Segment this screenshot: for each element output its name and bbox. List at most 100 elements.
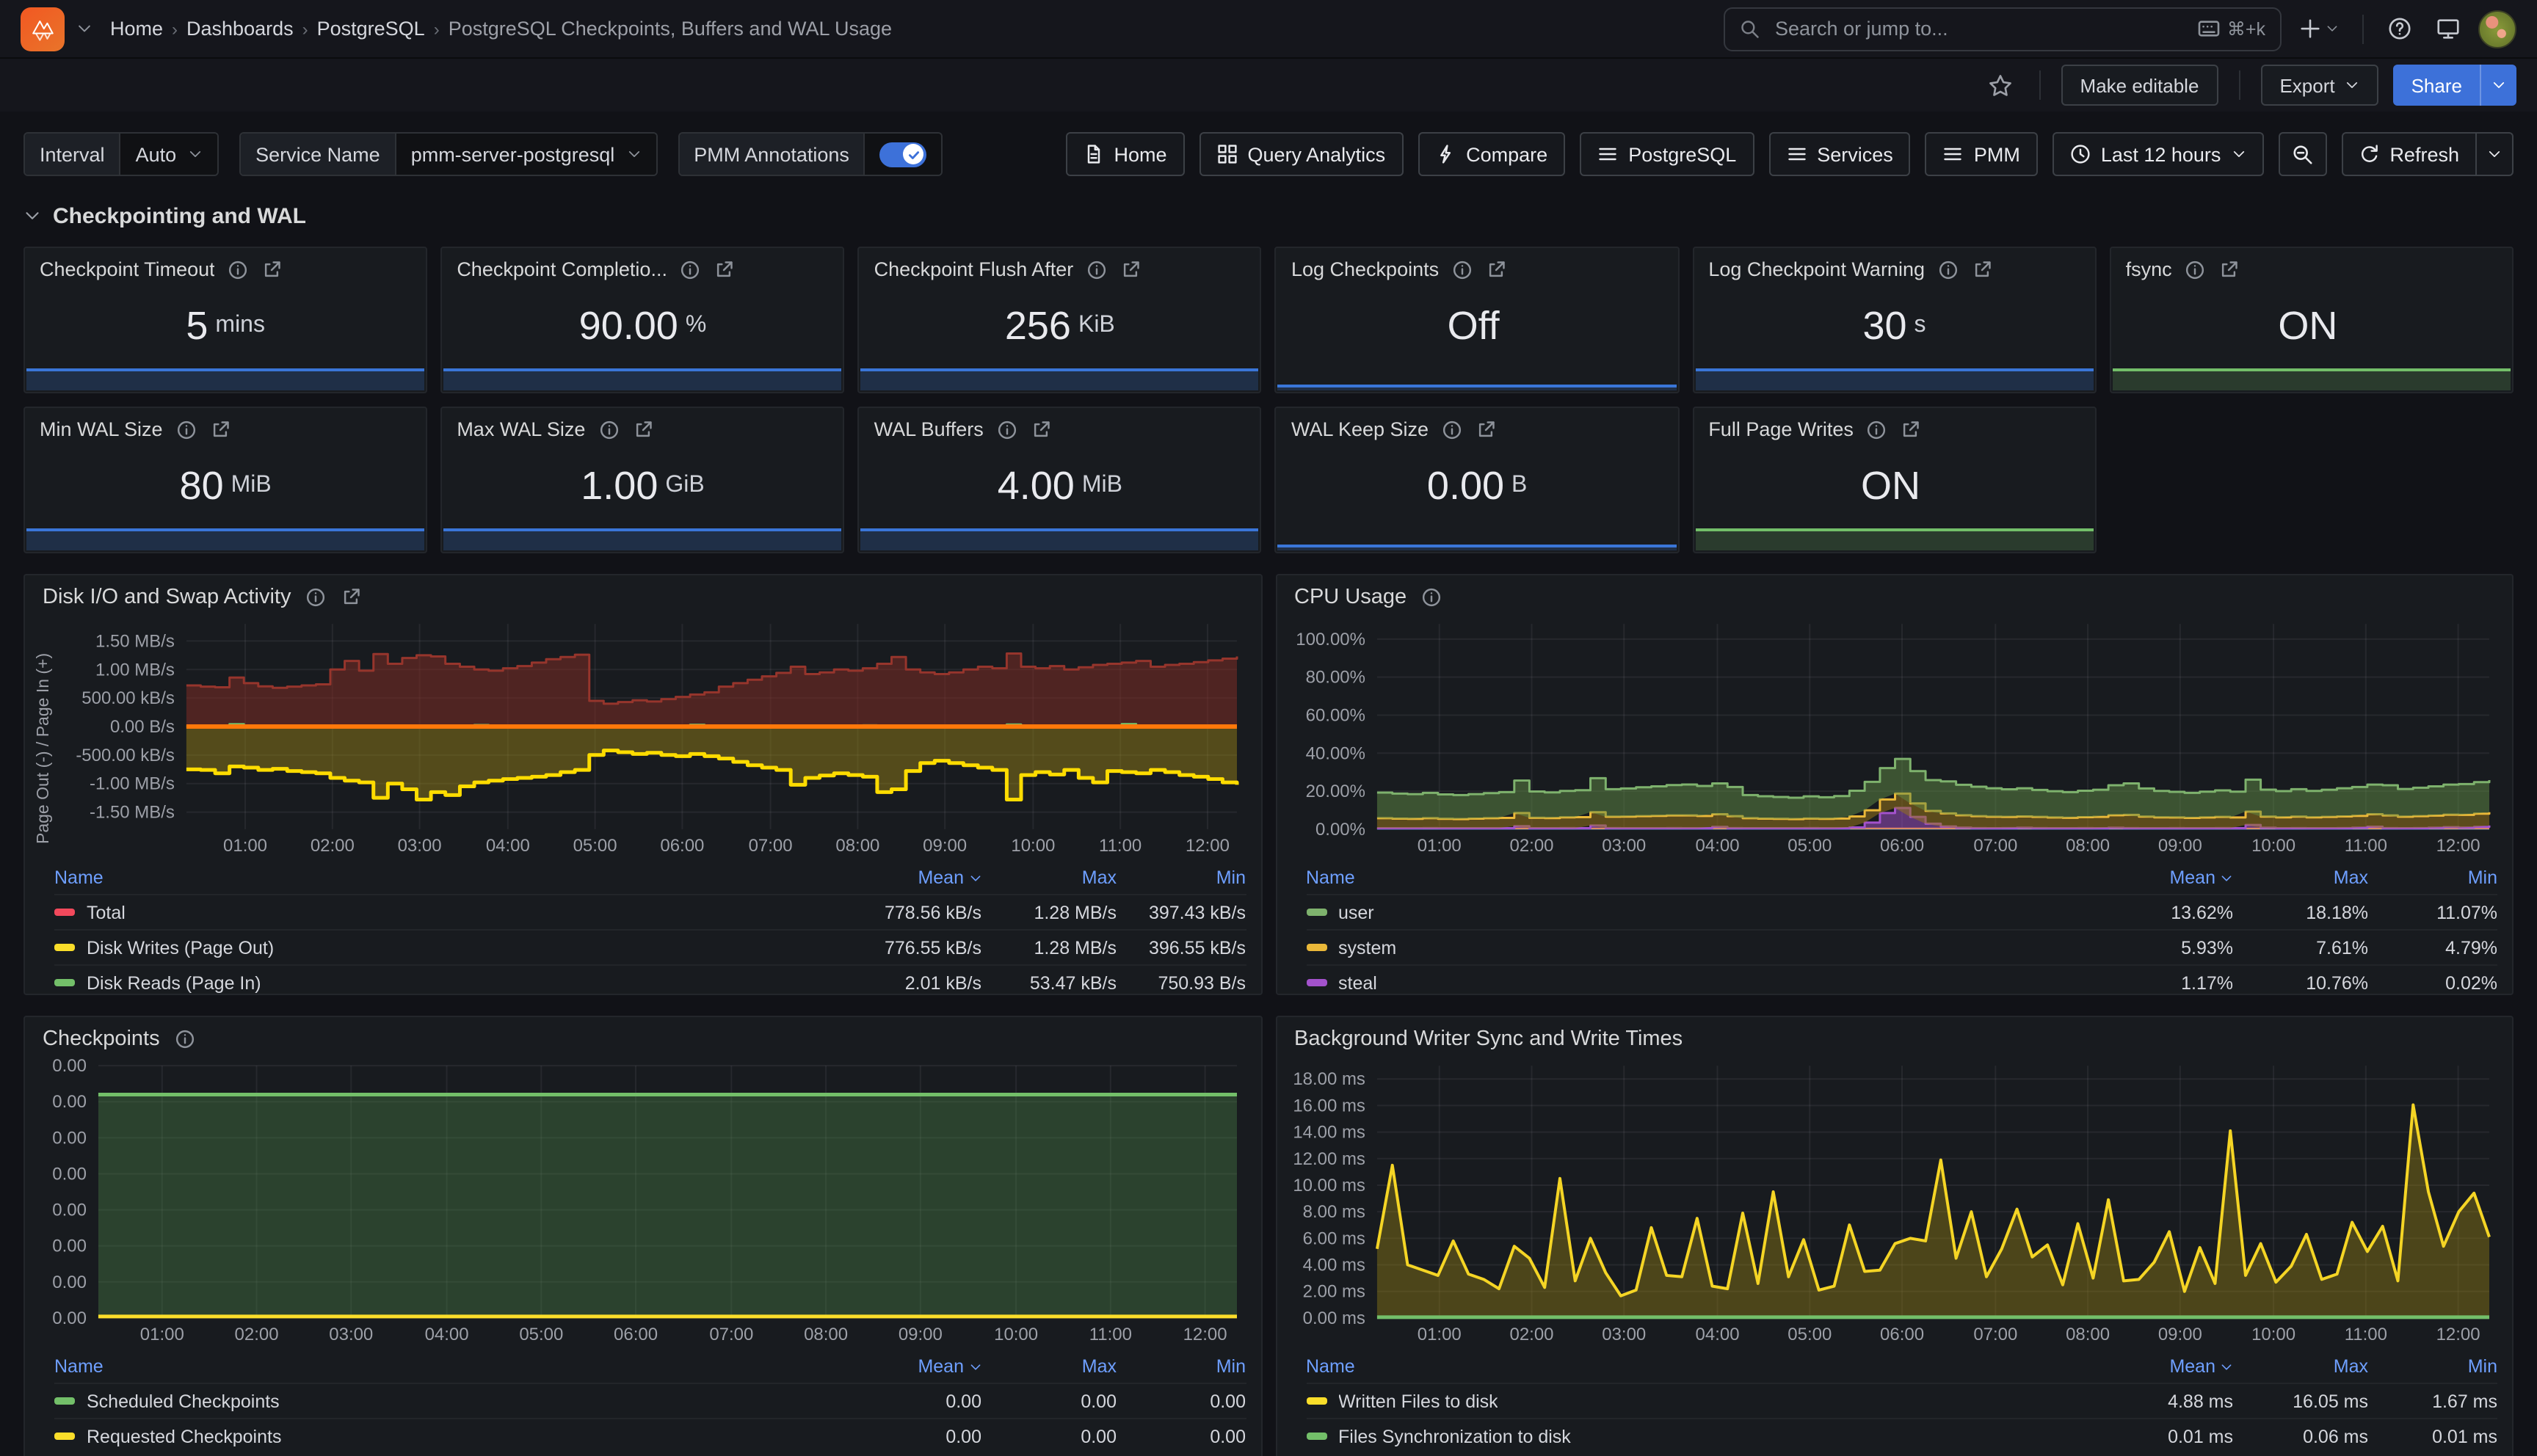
info-icon[interactable] — [1867, 419, 1887, 440]
sort-caret-icon — [970, 876, 980, 882]
info-icon[interactable] — [228, 259, 249, 280]
external-link-icon[interactable] — [632, 419, 653, 440]
external-link-icon[interactable] — [1901, 419, 1921, 440]
user-avatar[interactable] — [2478, 10, 2516, 48]
panel-title: Log Checkpoints — [1291, 258, 1440, 280]
legend-col-name[interactable]: Name — [54, 1356, 104, 1377]
legend-col-max[interactable]: Max — [2333, 1356, 2368, 1377]
info-icon[interactable] — [1938, 259, 1959, 280]
info-icon[interactable] — [305, 587, 326, 608]
stat-value: 0.00 B — [1426, 463, 1528, 507]
legend-col-max[interactable]: Max — [1081, 867, 1117, 888]
legend-col-mean[interactable]: Mean — [820, 1356, 981, 1377]
external-link-icon[interactable] — [1972, 259, 1992, 280]
external-link-icon[interactable] — [1476, 419, 1496, 440]
svg-text:0.00: 0.00 — [52, 1092, 87, 1112]
svg-text:6.00 ms: 6.00 ms — [1302, 1228, 1365, 1248]
svg-text:-1.50 MB/s: -1.50 MB/s — [90, 803, 175, 823]
svg-text:06:00: 06:00 — [660, 836, 704, 856]
breadcrumb-postgresql[interactable]: PostgreSQL — [316, 18, 425, 40]
nav-button-compare[interactable]: Compare — [1418, 132, 1566, 176]
legend-col-min[interactable]: Min — [1216, 867, 1246, 888]
svg-text:11:00: 11:00 — [1089, 1325, 1132, 1344]
legend-col-name[interactable]: Name — [1306, 867, 1355, 888]
legend-col-mean[interactable]: Mean — [820, 867, 981, 888]
svg-text:0.00: 0.00 — [52, 1273, 87, 1292]
info-icon[interactable] — [997, 419, 1017, 440]
svg-text:08:00: 08:00 — [2065, 836, 2109, 856]
section-checkpointing-and-wal[interactable]: Checkpointing and WAL — [23, 197, 2514, 235]
refresh-button[interactable]: Refresh — [2342, 134, 2475, 175]
chevron-down-icon[interactable] — [76, 21, 92, 37]
cpu-usage-chart[interactable]: 100.00% 80.00% 60.00% 40.00% 20.00% 0.00% 01:0… — [1282, 612, 2500, 859]
stat-panel-wal-keep-size: WAL Keep Size 0.00 B — [1274, 407, 1680, 553]
external-link-icon[interactable] — [1120, 259, 1141, 280]
sparkline — [2112, 368, 2511, 390]
export-button[interactable]: Export — [2260, 65, 2379, 106]
favorite-button[interactable] — [1982, 67, 2019, 103]
legend-col-min[interactable]: Min — [1216, 1356, 1246, 1377]
svg-text:1.50 MB/s: 1.50 MB/s — [95, 631, 175, 651]
nav-button-services[interactable]: Services — [1768, 132, 1911, 176]
info-icon[interactable] — [176, 419, 197, 440]
nav-button-query-analytics[interactable]: Query Analytics — [1199, 132, 1404, 176]
background-writer-chart[interactable]: 18.00 ms 16.00 ms 14.00 ms 12.00 ms 10.00 ms… — [1282, 1054, 2500, 1347]
zoom-out-button[interactable] — [2278, 132, 2327, 176]
share-button[interactable]: Share — [2393, 65, 2516, 106]
external-link-icon[interactable] — [714, 259, 735, 280]
series-swatch — [1306, 1397, 1326, 1405]
svg-text:0.00: 0.00 — [52, 1308, 87, 1328]
kiosk-mode-button[interactable] — [2430, 10, 2467, 47]
search-input[interactable] — [1772, 16, 2186, 41]
service-name-select[interactable]: pmm-server-postgresql — [396, 134, 656, 175]
breadcrumb-dashboards[interactable]: Dashboards — [186, 18, 294, 40]
info-icon[interactable] — [175, 1029, 195, 1049]
info-icon[interactable] — [1086, 259, 1107, 280]
legend-col-max[interactable]: Max — [1081, 1356, 1117, 1377]
svg-text:18.00 ms: 18.00 ms — [1292, 1069, 1365, 1089]
help-button[interactable] — [2381, 10, 2418, 47]
legend-col-mean[interactable]: Mean — [2072, 867, 2233, 888]
add-button[interactable] — [2293, 12, 2345, 46]
pmm-logo[interactable] — [21, 7, 65, 51]
legend-row-files-synchronization: Files Synchronization to disk 0.01 ms 0.… — [1306, 1418, 2497, 1453]
interval-select[interactable]: Auto — [120, 134, 218, 175]
external-link-icon[interactable] — [2219, 259, 2240, 280]
info-icon[interactable] — [1452, 259, 1473, 280]
time-range-picker[interactable]: Last 12 hours — [2052, 132, 2264, 176]
legend-col-name[interactable]: Name — [1306, 1356, 1355, 1377]
external-link-icon[interactable] — [341, 587, 361, 608]
legend-col-max[interactable]: Max — [2333, 867, 2368, 888]
breadcrumb-home[interactable]: Home — [110, 18, 164, 40]
info-icon[interactable] — [680, 259, 701, 280]
make-editable-button[interactable]: Make editable — [2061, 65, 2218, 106]
svg-text:12.00 ms: 12.00 ms — [1292, 1149, 1365, 1169]
share-menu-toggle[interactable] — [2480, 65, 2516, 106]
external-link-icon[interactable] — [210, 419, 231, 440]
info-icon[interactable] — [1421, 587, 1442, 608]
legend-col-min[interactable]: Min — [2467, 1356, 2497, 1377]
disk-io-chart[interactable]: 1.50 MB/s 1.00 MB/s 500.00 kB/s 0.00 B/s -50… — [57, 612, 1249, 859]
zoom-out-icon — [2293, 145, 2312, 164]
breadcrumb: Home › Dashboards › PostgreSQL › Postgre… — [104, 15, 898, 43]
check-icon — [908, 150, 919, 159]
nav-button-postgresql[interactable]: PostgreSQL — [1580, 132, 1754, 176]
info-icon[interactable] — [598, 419, 619, 440]
nav-button-home[interactable]: Home — [1065, 132, 1185, 176]
external-link-icon[interactable] — [262, 259, 283, 280]
info-icon[interactable] — [2185, 259, 2206, 280]
legend-col-min[interactable]: Min — [2467, 867, 2497, 888]
legend-col-name[interactable]: Name — [54, 867, 104, 888]
refresh-interval-toggle[interactable] — [2475, 134, 2512, 175]
search-box[interactable]: ⌘+k — [1724, 7, 2282, 51]
chevron-down-icon — [2233, 151, 2244, 157]
svg-text:-500.00 kB/s: -500.00 kB/s — [76, 746, 175, 765]
info-icon[interactable] — [1442, 419, 1462, 440]
nav-button-pmm[interactable]: PMM — [1925, 132, 2038, 176]
external-link-icon[interactable] — [1486, 259, 1506, 280]
checkpoints-chart[interactable]: 0.00 0.00 0.00 0.00 0.00 0.00 0.00 0.00 01:00 02:… — [31, 1054, 1249, 1347]
external-link-icon[interactable] — [1031, 419, 1051, 440]
pmm-annotations-toggle[interactable] — [879, 142, 927, 167]
legend-col-mean[interactable]: Mean — [2072, 1356, 2233, 1377]
svg-text:06:00: 06:00 — [1879, 1325, 1923, 1344]
